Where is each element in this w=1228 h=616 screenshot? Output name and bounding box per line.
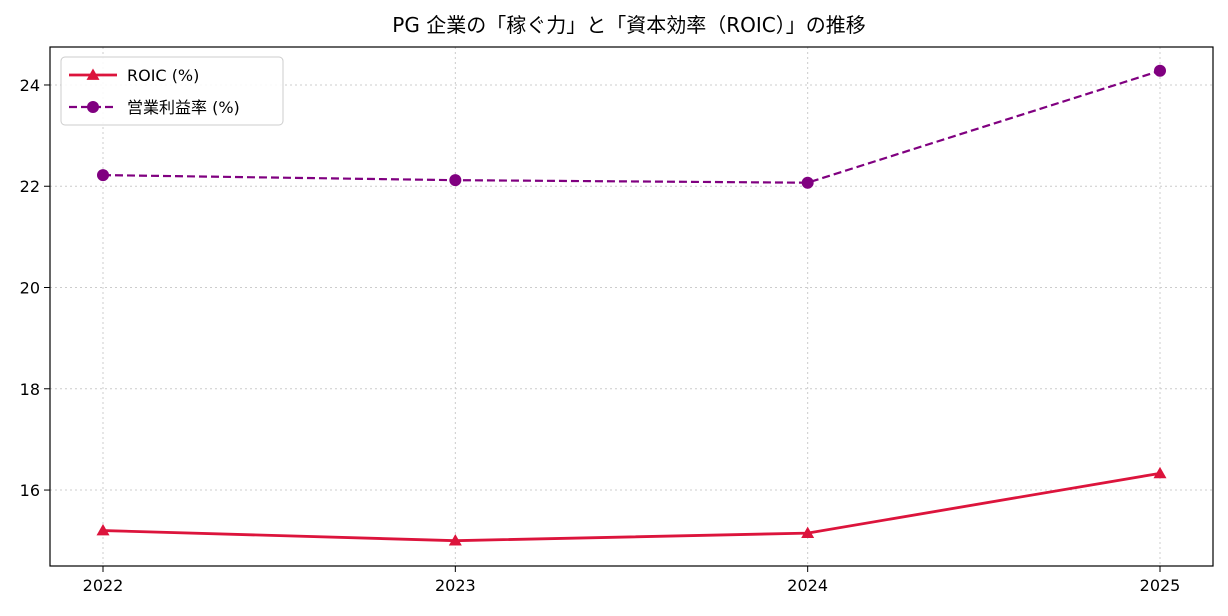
legend-label: ROIC (%) (127, 66, 199, 85)
series-roic (96, 466, 1167, 546)
legend-item: 営業利益率 (%) (69, 98, 240, 117)
plot-frame (49, 46, 1214, 567)
legend-item: ROIC (%) (69, 66, 199, 85)
series-line (102, 471, 1161, 543)
data-point (1154, 64, 1166, 77)
x-tick-label: 2024 (787, 576, 828, 595)
x-tick-label: 2023 (435, 576, 476, 595)
x-tick-label: 2022 (83, 576, 124, 595)
data-point (801, 526, 815, 538)
legend-marker (86, 68, 100, 80)
data-point (96, 524, 110, 536)
series-line (102, 69, 1161, 184)
legend: ROIC (%) 営業利益率 (%) (60, 56, 284, 126)
y-tick-label: 22 (20, 177, 40, 196)
y-tick-label: 18 (20, 380, 40, 399)
data-point (448, 534, 462, 546)
y-tick-label: 20 (20, 279, 40, 298)
data-point (449, 174, 462, 187)
series-layer (96, 64, 1167, 546)
legend-label: 営業利益率 (%) (127, 98, 240, 117)
grid (50, 47, 1213, 566)
y-tick-label: 16 (20, 481, 40, 500)
data-point (801, 176, 814, 189)
y-tick-label: 24 (20, 76, 40, 95)
x-tick-label: 2025 (1140, 576, 1181, 595)
legend-marker (87, 101, 99, 113)
data-point (1153, 466, 1167, 479)
series-operating-margin (97, 64, 1166, 189)
data-point (97, 169, 109, 182)
chart-title: PG 企業の「稼ぐ力」と「資本効率（ROIC）」の推移 (392, 13, 865, 37)
